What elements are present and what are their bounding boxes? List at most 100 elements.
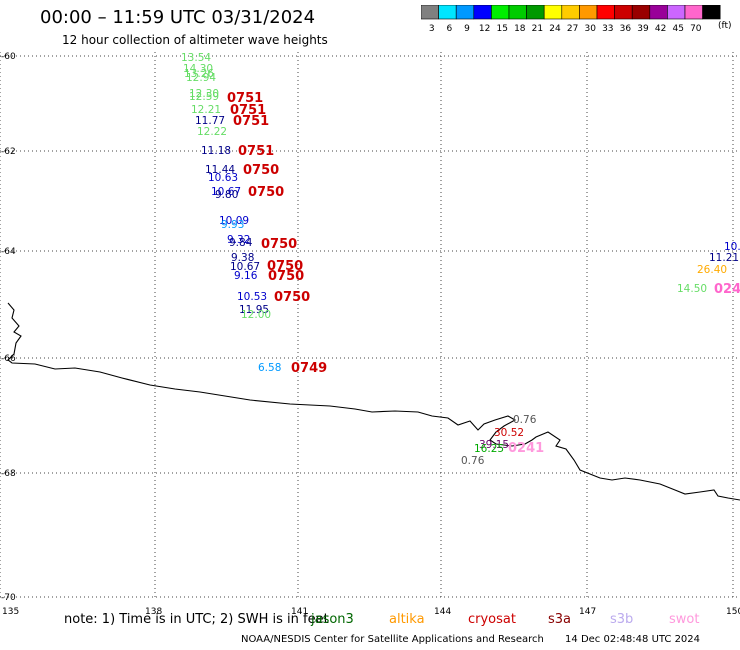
pass-time-label: 0751 [238,144,274,159]
longitude-tick: 150 [726,607,740,617]
colorbar-swatch [614,5,633,20]
legend-swot: swot [669,612,700,627]
wave-height-label: 9.38 [231,252,254,264]
pass-time-label: 0241 [508,441,544,456]
wave-height-label: 14.30 [183,63,213,75]
pass-time-label: 0750 [267,259,303,274]
colorbar-label: 36 [620,24,632,34]
wave-height-label: 0.76 [461,455,485,467]
pass-time-label: 024 [714,282,740,297]
colorbar-swatch [473,5,492,20]
wave-height-label: 12.22 [197,126,227,138]
colorbar-swatch [526,5,545,20]
wave-height-label: 39.15 [479,439,509,451]
pass-time-label: 0750 [261,237,297,252]
wave-height-label: 6.58 [258,362,281,374]
latitude-tick: -62 [1,147,16,157]
colorbar-swatch [455,5,475,20]
wave-height-label: 10.63 [208,172,238,184]
longitude-tick: 135 [2,607,19,617]
colorbar-swatch [631,5,651,20]
colorbar-label: 24 [549,24,561,34]
colorbar-unit: (ft) [718,21,732,31]
longitude-tick: 141 [291,607,308,617]
colorbar-label: 18 [514,24,526,34]
colorbar-swatch [684,5,703,20]
wave-height-label: 10.09 [219,215,249,227]
wave-height-label: 9.80 [215,189,238,201]
colorbar-label: 33 [602,24,613,34]
pass-time-label: 0749 [291,361,327,376]
coastline [7,302,740,501]
colorbar-swatch [561,5,580,20]
wave-height-label: 11.44 [205,164,235,176]
longitude-tick: 144 [434,607,451,617]
wave-height-label: 12.59 [189,91,219,103]
longitude-tick: 147 [579,607,596,617]
colorbar-swatch [543,5,563,20]
pass-time-label: 0751 [227,91,263,106]
wave-height-label: 9.32 [227,234,250,246]
colorbar-label: 15 [496,24,507,34]
colorbar-label: 42 [655,24,666,34]
colorbar-swatch [508,5,527,20]
pass-time-label: 0750 [268,269,304,284]
pass-time-label: 0751 [230,103,266,118]
wave-height-label: 16.25 [474,443,504,455]
wave-height-label: 0.76 [513,414,537,426]
latitude-tick: -70 [1,593,16,603]
wave-height-label: 11.77 [195,115,225,127]
colorbar-label: 30 [584,24,596,34]
colorbar-swatch [667,5,686,20]
legend-s3b: s3b [610,612,634,627]
colorbar-swatch [702,5,721,20]
graticule [0,52,740,600]
colorbar-label: 27 [567,24,578,34]
colorbar-swatch [491,5,510,20]
legend-altika: altika [389,612,425,627]
generated-timestamp: 14 Dec 02:48:48 UTC 2024 [565,634,701,645]
colorbar-swatch [438,5,457,20]
wave-height-label: 11.18 [201,145,231,157]
wave-height-label: 9.84 [229,237,253,249]
wave-height-label: 11.95 [239,304,269,316]
wave-height-label: 9.93 [221,219,244,231]
wave-height-colorbar: 3 6 9 12 15 18 21 24 27 30 33 36 39 42 45 70 [421,5,721,34]
pass-time-label: 0750 [243,163,279,178]
wave-height-label: 12.30 [189,88,219,100]
wave-height-label: 13.54 [181,52,211,64]
wave-height-label: 14.50 [677,283,707,295]
colorbar-label: 9 [464,24,470,34]
wave-height-label: 12.94 [186,72,216,84]
latitude-tick: -60 [1,52,16,62]
colorbar-swatch [596,5,615,20]
pass-time-label: 0751 [233,114,269,129]
colorbar-label: 70 [690,24,702,34]
footnote: note: 1) Time is in UTC; 2) SWH is in fe… [64,612,329,627]
colorbar-label: 6 [447,24,453,34]
wave-height-label: 13.26 [184,68,214,80]
colorbar-label: 45 [672,24,683,34]
chart-subtitle: 12 hour collection of altimeter wave hei… [62,33,328,47]
latitude-tick: -68 [1,469,16,479]
wave-height-label: 12.21 [191,104,221,116]
pass-time-label: 0750 [274,290,310,305]
colorbar-label: 39 [637,24,649,34]
wave-height-label: 30.52 [494,427,524,439]
wave-height-label: 9.16 [234,270,258,282]
wave-height-label: 10.67 [230,261,260,273]
colorbar-swatch [649,5,668,20]
wave-height-label: 11.21 [709,252,739,264]
legend-jason3: jason3 [311,612,354,627]
longitude-tick: 138 [145,607,162,617]
wave-height-label: 26.40 [697,264,727,276]
colorbar-label: 12 [479,24,490,34]
colorbar-swatch [579,5,598,20]
wave-height-label: 10.67 [211,186,241,198]
wave-height-label: 12.00 [241,309,271,321]
wave-height-label: 10.53 [237,291,267,303]
credit-text: NOAA/NESDIS Center for Satellite Applica… [241,634,544,645]
legend-cryosat: cryosat [468,612,516,627]
